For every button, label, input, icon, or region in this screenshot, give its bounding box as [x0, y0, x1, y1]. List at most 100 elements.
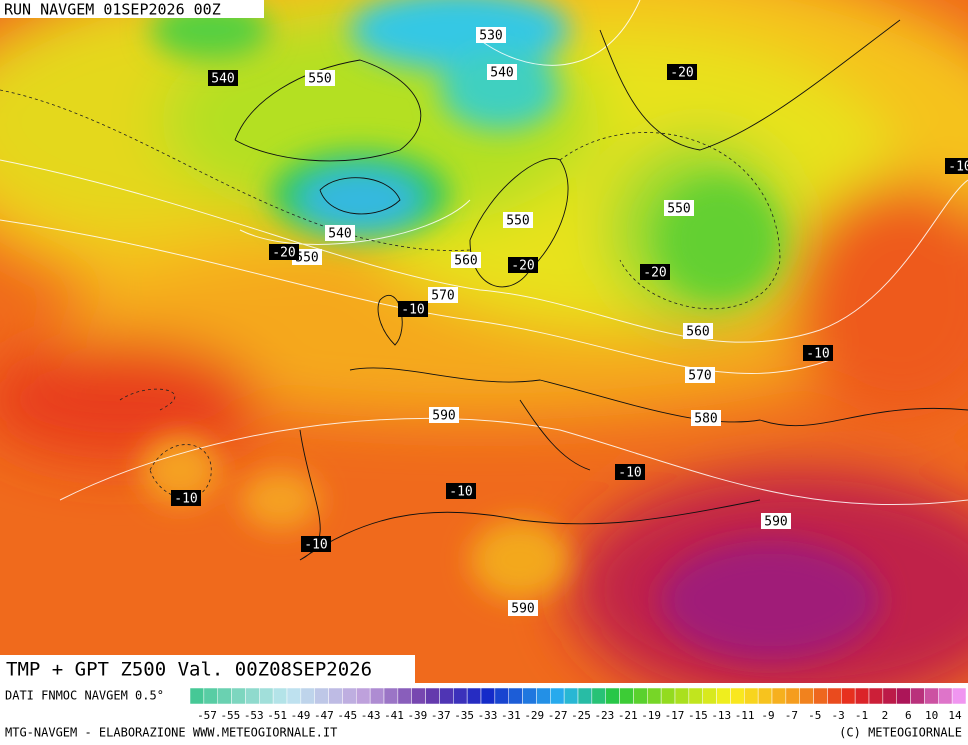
- colorbar-swatch: [868, 687, 884, 705]
- colorbar-swatch: [328, 687, 343, 705]
- geopotential-label-box: [476, 27, 506, 43]
- colorbar-swatch: [286, 687, 302, 705]
- temperature-label: -10: [618, 466, 641, 481]
- colorbar-swatch: [924, 687, 939, 705]
- geopotential-label: 590: [511, 602, 534, 617]
- colorbar-label: -35: [454, 709, 474, 722]
- colorbar-swatch: [453, 687, 468, 705]
- temperature-label: -20: [511, 259, 534, 274]
- colorbar-swatch: [688, 687, 703, 705]
- temperature-label-box: [667, 64, 697, 80]
- colorbar-label: -33: [478, 709, 498, 722]
- colorbar-swatch: [245, 687, 260, 705]
- colorbar-swatch: [536, 687, 551, 705]
- copyright-label: (C) METEOGIORNALE: [839, 726, 962, 740]
- temperature-label: -10: [449, 485, 472, 500]
- geopotential-label-box: [292, 249, 322, 265]
- temperature-label-box: [945, 158, 968, 174]
- geopotential-label: 540: [328, 227, 351, 242]
- temperature-label: -20: [272, 246, 295, 261]
- colorbar-swatch: [896, 687, 911, 705]
- geopotential-label: 540: [490, 66, 513, 81]
- colorbar-swatch: [563, 687, 579, 705]
- product-box: [0, 655, 415, 683]
- geopotential-label: 560: [686, 325, 709, 340]
- temperature-label: 540: [211, 72, 234, 87]
- geopotential-label: 550: [295, 251, 318, 266]
- temperature-label-box: [301, 536, 331, 552]
- colorbar-swatch: [660, 687, 676, 705]
- colorbar-label: -27: [548, 709, 568, 722]
- colorbar-swatch: [259, 687, 274, 705]
- colorbar-label: -55: [220, 709, 240, 722]
- colorbar-label: -37: [431, 709, 451, 722]
- colorbar-swatch: [771, 687, 787, 705]
- colorbar-swatch: [674, 687, 690, 705]
- temperature-label-box: [446, 483, 476, 499]
- colorbar-label: -15: [688, 709, 708, 722]
- temperature-label-box: [398, 301, 428, 317]
- colorbar-label: 14: [948, 709, 962, 722]
- colorbar-label: -53: [244, 709, 264, 722]
- colorbar-swatch: [910, 687, 925, 705]
- geopotential-label: 530: [479, 29, 502, 44]
- temperature-label: -10: [174, 492, 197, 507]
- colorbar-swatch: [577, 687, 593, 705]
- colorbar-swatch: [314, 687, 329, 705]
- colorbar-swatch: [813, 687, 828, 705]
- colorbar-label: -39: [407, 709, 427, 722]
- colorbar-label: 10: [925, 709, 938, 722]
- colorbar-label: -51: [267, 709, 287, 722]
- colorbar-swatch: [757, 687, 773, 705]
- geopotential-label: 550: [308, 72, 331, 87]
- temperature-label-box: [640, 264, 670, 280]
- temperature-label-box: [803, 345, 833, 361]
- temperature-label-box: [171, 490, 201, 506]
- colorbar-swatch: [550, 687, 565, 705]
- colorbar-swatch: [951, 687, 967, 705]
- colorbar-label: -5: [808, 709, 821, 722]
- geopotential-label: 570: [431, 289, 454, 304]
- temperature-label: -10: [304, 538, 327, 553]
- credit-label: MTG-NAVGEM - ELABORAZIONE WWW.METEOGIORN…: [5, 726, 337, 740]
- temperature-label: -20: [670, 66, 693, 81]
- run-box: [0, 0, 264, 18]
- colorbar-swatch: [938, 687, 953, 705]
- colorbar-swatch: [356, 687, 371, 705]
- source-label: DATI FNMOC NAVGEM 0.5°: [5, 689, 164, 703]
- colorbar-swatch: [633, 687, 648, 705]
- colorbar-swatch: [231, 687, 246, 705]
- colorbar-label: -11: [735, 709, 755, 722]
- colorbar-swatch: [591, 687, 606, 705]
- colorbar-swatch: [854, 687, 870, 705]
- colorbar-swatch: [744, 687, 759, 705]
- colorbar-swatch: [189, 687, 205, 705]
- geopotential-label-box: [325, 225, 355, 241]
- geopotential-label-box: [761, 513, 791, 529]
- geopotential-label: 550: [506, 214, 529, 229]
- geopotential-label: 570: [688, 369, 711, 384]
- colorbar-swatch: [494, 687, 509, 705]
- colorbar-swatch: [397, 687, 412, 705]
- temperature-label: -20: [643, 266, 666, 281]
- colorbar-swatch: [785, 687, 800, 705]
- colorbar-swatch: [605, 687, 620, 705]
- colorbar-label: -3: [832, 709, 845, 722]
- geopotential-label: 590: [764, 515, 787, 530]
- geopotential-label-box: [305, 70, 335, 86]
- temperature-label-box: [269, 244, 299, 260]
- colorbar-swatch: [342, 687, 357, 705]
- temperature-label: -10: [948, 160, 968, 175]
- colorbar-swatch: [300, 687, 315, 705]
- geopotential-label-box: [487, 64, 517, 80]
- colorbar-swatch: [522, 687, 537, 705]
- run-label: RUN NAVGEM 01SEP2026 00Z: [4, 1, 221, 19]
- colorbar-label: -43: [361, 709, 381, 722]
- colorbar-swatch: [480, 687, 496, 705]
- colorbar-swatch: [799, 687, 814, 705]
- geopotential-label-box: [685, 367, 715, 383]
- geopotential-label: 590: [432, 409, 455, 424]
- colorbar-swatch: [203, 687, 218, 705]
